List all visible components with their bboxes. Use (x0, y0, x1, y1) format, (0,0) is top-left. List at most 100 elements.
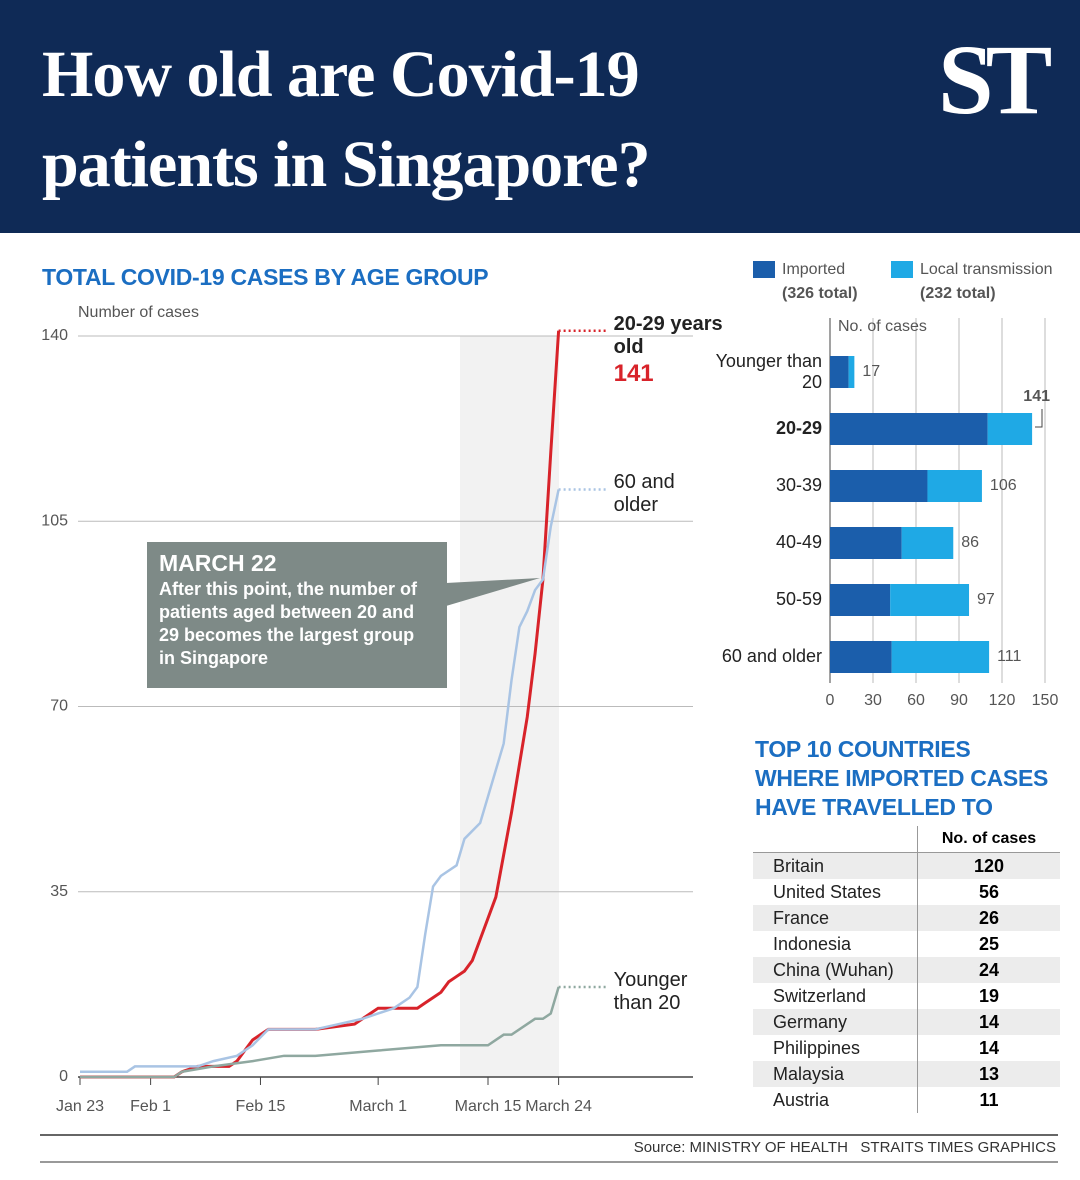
legend-total: (232 total) (920, 285, 996, 302)
total-label: 106 (990, 477, 1017, 494)
legend-label: Imported (782, 261, 845, 278)
total-label: 97 (977, 591, 995, 608)
total-label: 141 (1023, 388, 1050, 405)
x-tick-label: March 15 (455, 1098, 522, 1115)
bar (848, 356, 855, 388)
y-tick-label: 35 (50, 883, 68, 900)
cases: 11 (979, 1089, 999, 1110)
country: Britain (753, 852, 918, 879)
category-label: 60 and older (721, 646, 822, 666)
total-label: 111 (997, 648, 1021, 665)
x-tick-label: Feb 1 (130, 1098, 171, 1115)
series-label: Younger than 20 (614, 969, 724, 1015)
x-tick-label: 150 (1032, 692, 1059, 709)
bar (987, 413, 1033, 445)
bracket (1035, 409, 1043, 428)
x-tick-label: 0 (826, 692, 835, 709)
y-tick-label: 70 (50, 698, 68, 715)
table-title: TOP 10 COUNTRIES WHERE IMPORTED CASES HA… (755, 736, 1049, 820)
bar (830, 413, 988, 445)
country: Austria (753, 1087, 918, 1113)
bar (927, 470, 982, 502)
annotation: MARCH 22 After this point, the number of… (147, 542, 447, 688)
bar (830, 356, 849, 388)
total-label: 86 (961, 534, 979, 551)
annotation-pointer (446, 578, 540, 606)
country: Switzerland (753, 983, 918, 1009)
bar (891, 641, 990, 673)
legend-swatch (753, 261, 775, 278)
table-row: Britain 120 (753, 852, 1060, 879)
category-label: 50-59 (775, 589, 822, 609)
header-cell (753, 826, 918, 853)
legend-total: (326 total) (782, 285, 858, 302)
cases: 120 (917, 852, 1060, 879)
x-tick-label: March 1 (349, 1098, 407, 1115)
bar (890, 584, 970, 616)
series-label: 60 and older (614, 471, 724, 517)
legend-swatch (891, 261, 913, 278)
x-tick-label: Jan 23 (56, 1098, 104, 1115)
table-row: Switzerland 19 (753, 983, 1060, 1009)
annotation-title: MARCH 22 (159, 550, 277, 576)
y-tick-label: 105 (41, 512, 68, 529)
table: No. of cases Britain 120 United States 56 Fr… (753, 826, 1060, 1113)
bar (830, 641, 892, 673)
page-title: How old are Covid-19 patients in Singapo… (42, 38, 651, 201)
table-row: France 26 (753, 905, 1060, 931)
category-label: 40-49 (775, 532, 822, 552)
country: Philippines (753, 1035, 918, 1061)
x-tick-label: 120 (989, 692, 1016, 709)
series-line (80, 489, 560, 1073)
category-label: 20-29 (775, 418, 822, 438)
series-label: 20-29 years old 141 (614, 313, 724, 389)
source: Source: MINISTRY OF HEALTH STRAITS TIMES… (633, 1139, 1056, 1156)
cases: 25 (978, 933, 1000, 954)
country: Malaysia (753, 1061, 918, 1087)
total-label: 17 (862, 363, 880, 380)
table-row: United States 56 (753, 879, 1060, 905)
chart-title: TOTAL COVID-19 CASES BY AGE GROUP (42, 264, 489, 290)
x-tick-label: 90 (950, 692, 968, 709)
table-row: Indonesia 25 (753, 931, 1060, 957)
legend-label: Local transmission (920, 261, 1053, 278)
table-row: Malaysia 13 (753, 1061, 1060, 1087)
cases: 13 (917, 1061, 1060, 1087)
table-row: Philippines 14 (753, 1035, 1060, 1061)
country: United States (753, 879, 918, 905)
cases: 19 (978, 985, 1000, 1006)
cases: 26 (917, 905, 1060, 931)
series-name: Younger than 20 (613, 969, 688, 1015)
table-row: China (Wuhan) 24 (753, 957, 1060, 983)
series-name: 60 and older (613, 471, 675, 517)
bar (830, 527, 902, 559)
cases: 14 (917, 1009, 1060, 1035)
table-row: Austria 11 (753, 1087, 1060, 1113)
annotation-text: After this point, the number of patients… (159, 579, 417, 668)
series-line (80, 986, 560, 1079)
cases: 14 (978, 1037, 1000, 1058)
y-axis-label: Number of cases (78, 304, 199, 321)
country: France (753, 905, 918, 931)
y-tick-label: 140 (41, 327, 68, 344)
category-label: Younger than 20 (715, 351, 822, 392)
country: Germany (753, 1009, 918, 1035)
logo: ST (938, 24, 1052, 135)
x-tick-label: Feb 15 (236, 1098, 286, 1115)
y-tick-label: 0 (59, 1068, 68, 1085)
header: How old are Covid-19 patients in Singapo… (0, 0, 1080, 233)
x-tick-label: 30 (864, 692, 882, 709)
cases: 24 (917, 957, 1060, 983)
end-value: 141 (613, 359, 654, 387)
x-tick-label: March 24 (525, 1098, 592, 1115)
bar (830, 584, 891, 616)
country: Indonesia (753, 931, 918, 957)
bar (901, 527, 954, 559)
bar (830, 470, 928, 502)
category-label: 30-39 (775, 475, 822, 495)
cases: 56 (978, 881, 1000, 902)
country: China (Wuhan) (753, 957, 918, 983)
value-header: No. of cases (917, 826, 1060, 853)
